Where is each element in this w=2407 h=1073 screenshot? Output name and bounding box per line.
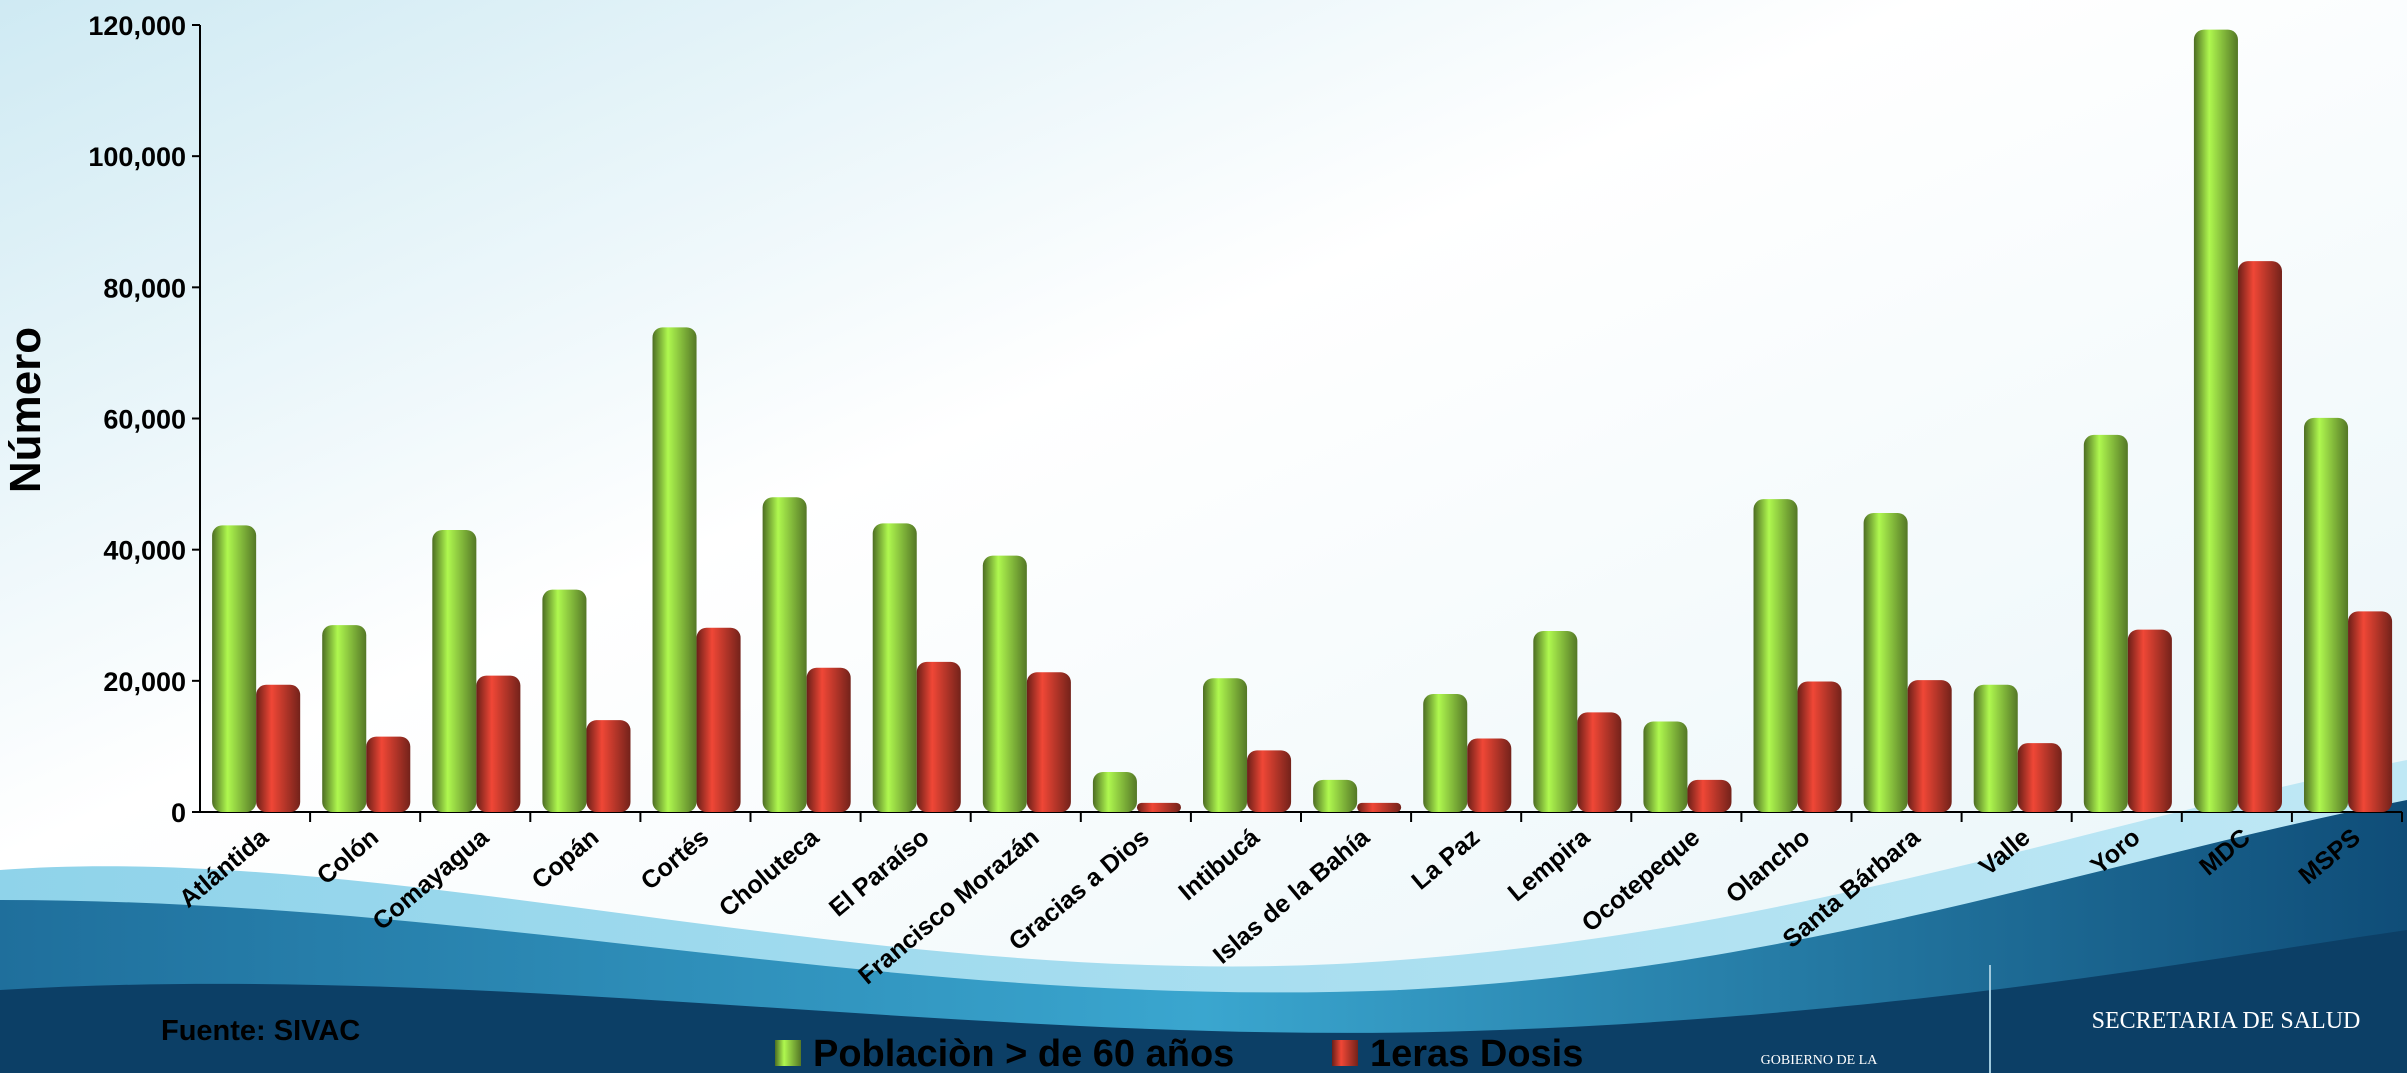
legend-label: Poblaciòn > de 60 años [813, 1033, 1234, 1073]
bar [2127, 629, 2172, 812]
bar [1313, 779, 1358, 812]
wave [0, 930, 2407, 1073]
bar [2017, 743, 2062, 812]
bar [256, 684, 301, 812]
bar [1423, 693, 1468, 812]
bar [1863, 512, 1908, 812]
bar [1092, 771, 1137, 812]
bar [542, 589, 587, 812]
bar [586, 720, 631, 812]
bar [872, 523, 917, 812]
legend-swatch [1332, 1040, 1358, 1066]
bar [432, 529, 477, 812]
y-axis-title: Número [1, 327, 50, 493]
bar [806, 667, 851, 812]
bar [2083, 434, 2128, 812]
bar [1643, 721, 1688, 812]
bar [1533, 630, 1578, 812]
legend-swatch [775, 1040, 801, 1066]
logo-subtext: GOBIERNO DE LA [1761, 1053, 1879, 1068]
y-tick-label: 40,000 [103, 536, 186, 566]
y-tick-label: 0 [171, 798, 186, 828]
bar [1203, 678, 1248, 812]
bar [762, 497, 807, 812]
bar [1577, 712, 1622, 812]
bar [1973, 684, 2018, 812]
y-tick-label: 100,000 [88, 142, 186, 172]
y-tick-label: 120,000 [88, 11, 186, 41]
bar [366, 736, 411, 812]
bar [322, 625, 367, 812]
bar [1687, 779, 1732, 812]
y-tick-label: 20,000 [103, 667, 186, 697]
bar [1026, 672, 1071, 812]
bar [1136, 802, 1181, 812]
bar [2237, 261, 2282, 813]
bar [1797, 681, 1842, 812]
bar [2304, 417, 2349, 812]
bar [1467, 738, 1512, 812]
bar [916, 661, 961, 812]
bar [652, 327, 697, 812]
bar [982, 555, 1027, 812]
y-tick-label: 80,000 [103, 273, 186, 303]
bar [2348, 611, 2393, 812]
bar [212, 525, 257, 812]
bar [1357, 802, 1402, 812]
logo-text: SECRETARIA DE SALUD [2092, 1008, 2361, 1034]
bar [1907, 680, 1952, 812]
bar [2193, 29, 2238, 813]
bar [696, 627, 741, 812]
bar [476, 675, 521, 812]
bar [1753, 499, 1798, 812]
bar [1247, 750, 1292, 812]
source-note: Fuente: SIVAC [161, 1015, 360, 1047]
legend-label: 1eras Dosis [1370, 1033, 1583, 1073]
y-tick-label: 60,000 [103, 405, 186, 435]
